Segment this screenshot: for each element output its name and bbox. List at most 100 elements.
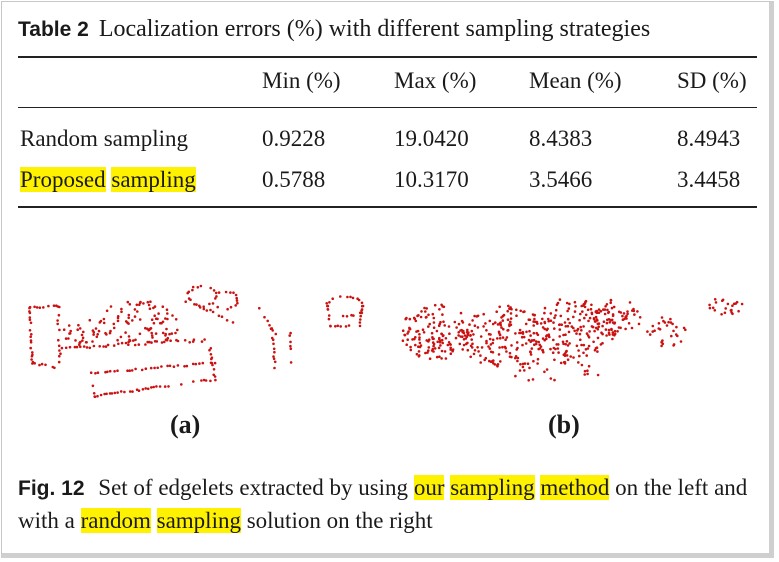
edgelet-point [587, 319, 590, 323]
edgelet-point [208, 348, 211, 352]
edgelet-point [521, 365, 525, 369]
edgelet-point [89, 371, 93, 374]
edgelet-point [91, 340, 94, 343]
edgelet-point [583, 369, 587, 373]
edgelet-point [533, 343, 536, 346]
edgelet-point [269, 327, 273, 330]
edgelet-point [498, 346, 501, 349]
edgelet-point [665, 324, 669, 327]
edgelet-point [684, 328, 687, 332]
edgelet-point [224, 290, 228, 294]
edgelet-point [531, 378, 535, 381]
edgelet-point [102, 321, 106, 325]
edgelet-point [268, 324, 271, 327]
caption-text-1: Set of edgelets extracted by using [98, 475, 409, 500]
edgelet-point [161, 305, 165, 308]
edgelet-point [117, 342, 120, 346]
edgelet-point [422, 331, 426, 334]
edgelet-point [105, 392, 108, 396]
edgelet-point [183, 339, 187, 342]
edgelet-point [565, 301, 569, 305]
edgelet-point [420, 310, 423, 313]
edgelet-point [567, 307, 571, 310]
edgelet-point [339, 295, 342, 298]
edgelet-point [574, 305, 577, 308]
table-label: Table 2 [18, 18, 89, 41]
edgelet-point [201, 361, 205, 365]
edgelet-point [441, 313, 444, 316]
edgelet-point [470, 329, 474, 333]
edgelet-point [488, 319, 492, 323]
edgelet-point [140, 368, 144, 372]
edgelet-point [529, 350, 532, 354]
edgelet-point [161, 331, 165, 335]
edgelet-point [536, 357, 540, 361]
edgelet-point [141, 388, 145, 391]
edgelet-point [627, 322, 631, 325]
edgelet-point [57, 338, 60, 342]
edgelet-point [568, 321, 571, 325]
edgelet-point [554, 308, 558, 312]
cell-random-max: 19.0420 [394, 126, 469, 151]
edgelet-point [412, 316, 416, 320]
edgelet-point [441, 341, 444, 345]
edgelet-point [491, 341, 495, 345]
edgelet-point [505, 350, 508, 353]
edgelet-point [113, 370, 116, 373]
edgelet-point [568, 302, 571, 306]
edgelet-point [160, 365, 163, 368]
edgelet-point [660, 316, 664, 319]
edgelet-point [473, 349, 477, 352]
edgelet-point [78, 343, 81, 347]
edgelet-point [723, 311, 727, 315]
edgelet-point [326, 304, 330, 308]
edgelet-point [580, 343, 583, 347]
edgelet-point [81, 339, 84, 342]
edgelet-point [75, 345, 79, 349]
edgelet-point [543, 370, 546, 374]
edgelet-point [79, 340, 82, 344]
edgelet-point [559, 361, 563, 365]
edgelet-point [93, 395, 96, 398]
edgelet-point [578, 332, 582, 336]
edgelet-point [586, 372, 589, 376]
edgelet-point [127, 313, 131, 317]
edgelet-point [519, 309, 522, 313]
edgelet-point [521, 332, 525, 335]
edgelet-point [453, 320, 457, 324]
edgelet-point [204, 379, 208, 382]
edgelet-point [133, 315, 137, 318]
edgelet-point [191, 362, 195, 366]
edgelet-point [564, 325, 568, 328]
edgelet-point [485, 341, 488, 345]
edgelet-point [187, 290, 191, 294]
edgelet-point [211, 363, 214, 367]
edgelet-point [514, 374, 517, 378]
edgelet-point [547, 333, 551, 336]
edgelet-point [432, 326, 436, 329]
edgelet-point [578, 318, 581, 322]
edgelet-point [424, 351, 427, 355]
edgelet-point [518, 331, 521, 335]
edgelet-point [408, 317, 412, 321]
cell-random-sd: 8.4943 [677, 126, 741, 151]
edgelet-point [586, 369, 589, 372]
edgelet-point [146, 387, 150, 391]
edgelet-point [443, 324, 446, 327]
edgelet-point [214, 291, 218, 295]
edgelet-point [560, 323, 563, 326]
edgelet-point [510, 344, 513, 347]
edgelet-point [447, 341, 451, 344]
edgelet-point [116, 316, 120, 320]
edgelet-point [213, 361, 217, 365]
edgelet-point [272, 342, 275, 346]
edgelet-point [196, 286, 200, 289]
edgelet-point [119, 390, 123, 393]
edgelet-point [418, 345, 422, 349]
edgelet-point [459, 311, 463, 315]
edgelet-point [128, 390, 132, 393]
edgelet-point [506, 309, 509, 313]
edgelet-point [463, 334, 467, 337]
edgelet-point [440, 349, 444, 353]
edgelet-point [590, 325, 594, 328]
